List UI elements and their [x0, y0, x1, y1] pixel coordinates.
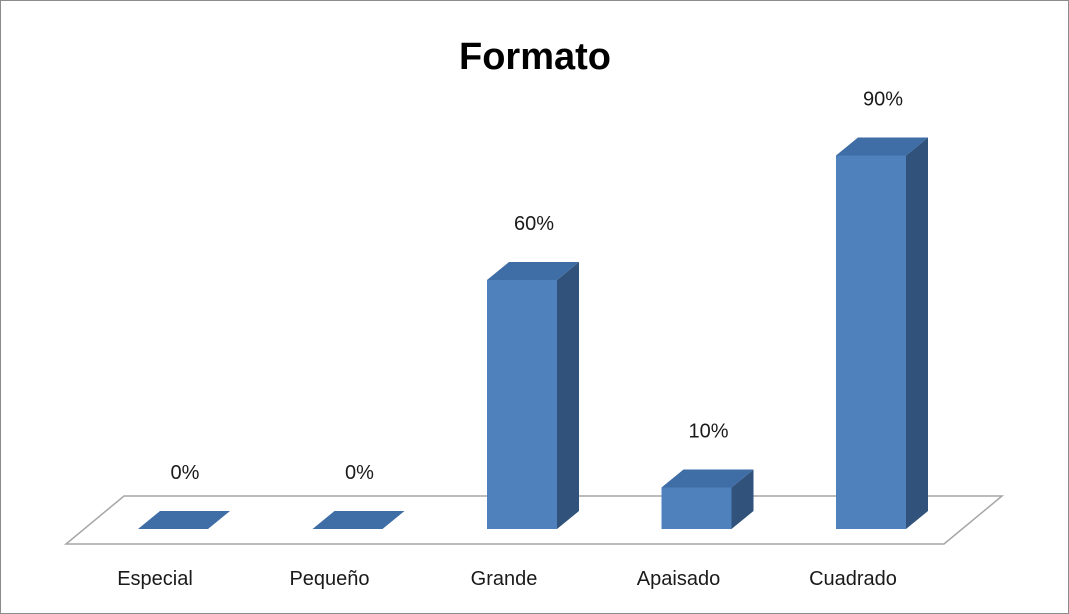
- bar-top-grande: [487, 262, 579, 280]
- data-label-grande: 60%: [514, 213, 554, 235]
- category-axis-labels: Especial Pequeño Grande Apaisado Cuadrado: [117, 568, 897, 590]
- data-label-cuadrado: 90%: [863, 89, 903, 111]
- data-label-apaisado: 10%: [688, 421, 728, 443]
- data-labels: 0% 0% 60% 10% 90%: [171, 89, 904, 485]
- bar-top-cuadrado: [836, 137, 928, 156]
- bar-front-cuadrado: [836, 155, 906, 529]
- category-label-cuadrado: Cuadrado: [809, 568, 897, 590]
- bar-side-apaisado: [731, 469, 754, 529]
- data-label-especial: 0%: [171, 462, 200, 484]
- bar-side-cuadrado: [906, 137, 928, 529]
- bar-top-apaisado: [661, 469, 754, 488]
- bar-top-pequeno: [312, 511, 405, 529]
- category-label-pequeno: Pequeño: [289, 568, 369, 590]
- category-label-especial: Especial: [117, 568, 193, 590]
- data-label-pequeno: 0%: [345, 462, 374, 484]
- bar-apaisado: [661, 469, 754, 529]
- bar-cuadrado: [836, 137, 928, 529]
- bar-especial: [138, 511, 230, 529]
- bar-front-apaisado: [661, 487, 732, 529]
- bar-side-grande: [557, 262, 579, 529]
- chart-title: Formato: [459, 36, 611, 78]
- bar-grande: [487, 262, 579, 529]
- bar-series: [138, 137, 928, 529]
- bar-top-especial: [138, 511, 230, 529]
- category-label-grande: Grande: [471, 568, 538, 590]
- category-label-apaisado: Apaisado: [637, 568, 720, 590]
- bar-pequeno: [312, 511, 405, 529]
- bar-front-grande: [487, 280, 557, 529]
